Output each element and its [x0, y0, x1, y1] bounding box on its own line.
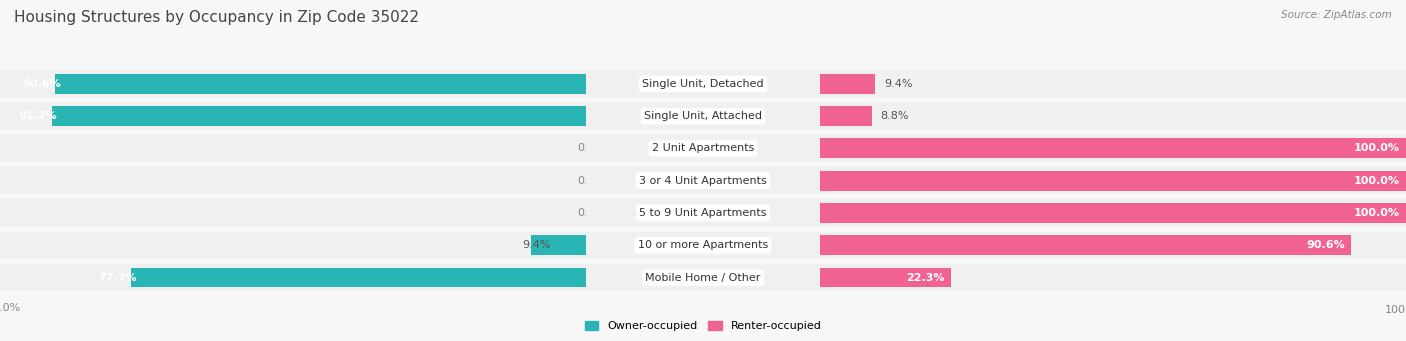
Text: 9.4%: 9.4%: [884, 79, 912, 89]
Bar: [586, 199, 820, 226]
Text: 3 or 4 Unit Apartments: 3 or 4 Unit Apartments: [640, 176, 766, 186]
Bar: [0, 103, 586, 130]
Text: 0.0%: 0.0%: [576, 176, 606, 186]
Bar: [586, 264, 820, 291]
Text: 91.2%: 91.2%: [18, 111, 58, 121]
Bar: [820, 235, 1351, 255]
Text: 8.8%: 8.8%: [880, 111, 910, 121]
Text: Single Unit, Detached: Single Unit, Detached: [643, 79, 763, 89]
Text: 100.0%: 100.0%: [1354, 208, 1400, 218]
Bar: [586, 232, 820, 259]
Bar: [820, 199, 1406, 226]
Bar: [820, 171, 1406, 191]
Bar: [820, 167, 1406, 194]
Bar: [0, 70, 586, 98]
Bar: [820, 74, 875, 94]
Text: 90.6%: 90.6%: [1306, 240, 1346, 250]
Bar: [586, 135, 820, 162]
Text: 9.4%: 9.4%: [522, 240, 551, 250]
Bar: [0, 264, 586, 291]
Bar: [131, 267, 586, 287]
Text: Single Unit, Attached: Single Unit, Attached: [644, 111, 762, 121]
Text: 5 to 9 Unit Apartments: 5 to 9 Unit Apartments: [640, 208, 766, 218]
Bar: [0, 232, 586, 259]
Bar: [586, 167, 820, 194]
Bar: [586, 103, 820, 130]
Bar: [820, 264, 1406, 291]
Text: Source: ZipAtlas.com: Source: ZipAtlas.com: [1281, 10, 1392, 20]
Bar: [820, 232, 1406, 259]
Text: Housing Structures by Occupancy in Zip Code 35022: Housing Structures by Occupancy in Zip C…: [14, 10, 419, 25]
Bar: [0, 135, 586, 162]
Bar: [530, 235, 586, 255]
Bar: [820, 138, 1406, 159]
Text: 22.3%: 22.3%: [907, 272, 945, 282]
Text: 77.7%: 77.7%: [98, 272, 136, 282]
Text: Mobile Home / Other: Mobile Home / Other: [645, 272, 761, 282]
Bar: [52, 106, 586, 126]
Bar: [0, 167, 586, 194]
Text: 90.6%: 90.6%: [22, 79, 60, 89]
Bar: [55, 74, 586, 94]
Bar: [0, 199, 586, 226]
Bar: [586, 70, 820, 98]
Bar: [820, 70, 1406, 98]
Text: 10 or more Apartments: 10 or more Apartments: [638, 240, 768, 250]
Legend: Owner-occupied, Renter-occupied: Owner-occupied, Renter-occupied: [581, 316, 825, 336]
Text: 2 Unit Apartments: 2 Unit Apartments: [652, 144, 754, 153]
Text: 100.0%: 100.0%: [1354, 176, 1400, 186]
Text: 0.0%: 0.0%: [576, 208, 606, 218]
Text: 0.0%: 0.0%: [576, 144, 606, 153]
Text: 100.0%: 100.0%: [1354, 144, 1400, 153]
Bar: [820, 103, 1406, 130]
Bar: [820, 267, 950, 287]
Bar: [820, 106, 872, 126]
Bar: [820, 135, 1406, 162]
Bar: [820, 203, 1406, 223]
